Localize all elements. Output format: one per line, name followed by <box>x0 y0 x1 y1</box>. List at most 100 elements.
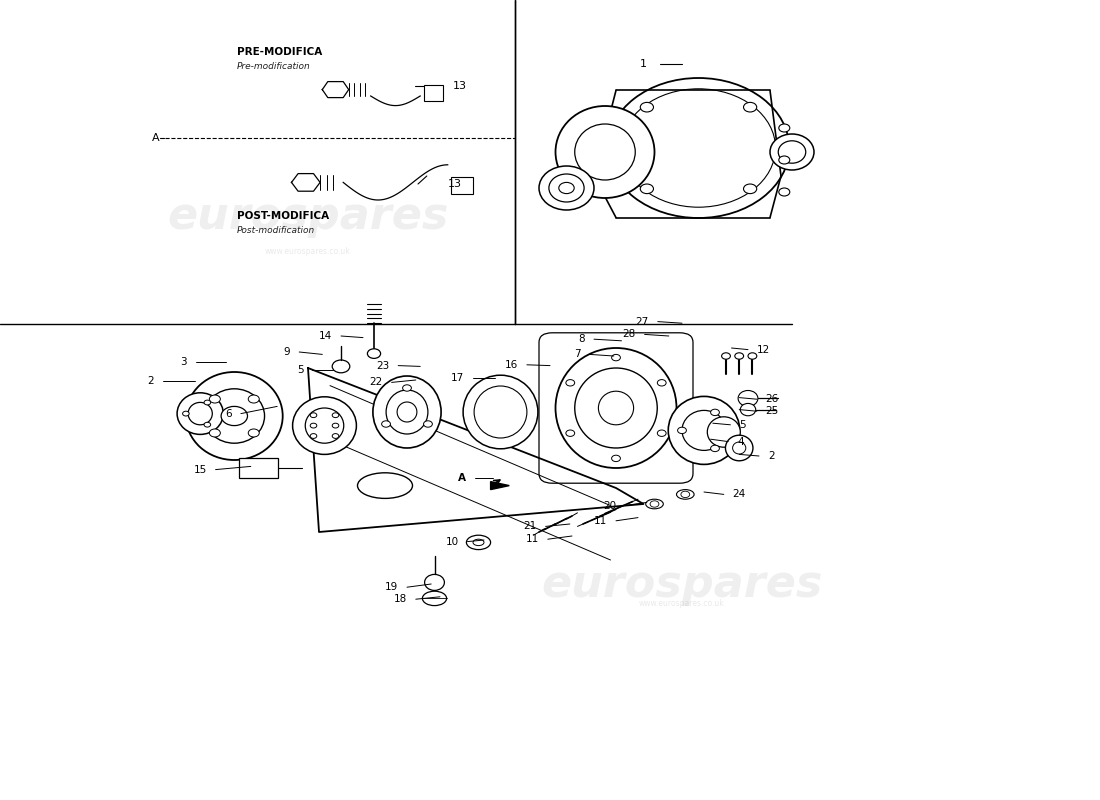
Text: Post-modification: Post-modification <box>236 226 315 235</box>
Circle shape <box>565 430 574 437</box>
Polygon shape <box>308 368 644 532</box>
Ellipse shape <box>474 386 527 438</box>
Ellipse shape <box>177 393 223 434</box>
Circle shape <box>658 430 667 437</box>
Ellipse shape <box>425 574 444 590</box>
Ellipse shape <box>646 499 663 509</box>
Text: A: A <box>152 133 160 142</box>
Circle shape <box>310 423 317 428</box>
Ellipse shape <box>598 391 634 425</box>
Circle shape <box>332 434 339 438</box>
Circle shape <box>332 360 350 373</box>
Text: 28: 28 <box>623 330 636 339</box>
Circle shape <box>204 422 211 427</box>
Ellipse shape <box>676 490 694 499</box>
Ellipse shape <box>473 539 484 546</box>
Ellipse shape <box>726 435 752 461</box>
Ellipse shape <box>669 396 739 464</box>
Text: A: A <box>459 473 466 482</box>
Text: 18: 18 <box>394 594 407 604</box>
Ellipse shape <box>621 89 775 207</box>
Circle shape <box>612 354 620 361</box>
Text: 2: 2 <box>768 451 774 461</box>
Circle shape <box>565 379 574 386</box>
Text: 14: 14 <box>319 331 332 341</box>
Circle shape <box>779 156 790 164</box>
Circle shape <box>559 182 574 194</box>
Text: 17: 17 <box>451 374 464 383</box>
Bar <box>424 85 443 101</box>
Text: 19: 19 <box>385 582 398 592</box>
Polygon shape <box>292 174 320 191</box>
Text: 27: 27 <box>636 317 649 326</box>
Circle shape <box>249 395 260 403</box>
Ellipse shape <box>422 591 447 606</box>
Ellipse shape <box>306 408 344 443</box>
Circle shape <box>779 188 790 196</box>
Circle shape <box>681 491 690 498</box>
Circle shape <box>424 421 432 427</box>
Circle shape <box>678 427 686 434</box>
Circle shape <box>640 102 653 112</box>
Circle shape <box>650 501 659 507</box>
Ellipse shape <box>204 389 264 443</box>
Text: 24: 24 <box>733 490 746 499</box>
Text: 13: 13 <box>448 179 462 189</box>
Text: eurospares: eurospares <box>167 194 449 238</box>
Circle shape <box>249 429 260 437</box>
Text: 7: 7 <box>574 350 581 359</box>
Ellipse shape <box>607 78 790 218</box>
Ellipse shape <box>779 141 805 163</box>
Text: POST-MODIFICA: POST-MODIFICA <box>236 211 329 221</box>
Text: PRE-MODIFICA: PRE-MODIFICA <box>236 47 321 57</box>
Text: 25: 25 <box>766 406 779 416</box>
Text: 1: 1 <box>640 59 647 69</box>
Text: 11: 11 <box>526 534 539 544</box>
Ellipse shape <box>186 372 283 460</box>
Ellipse shape <box>463 375 538 449</box>
Ellipse shape <box>188 402 212 425</box>
Circle shape <box>640 184 653 194</box>
Text: 20: 20 <box>603 501 616 510</box>
Circle shape <box>779 124 790 132</box>
Polygon shape <box>322 82 349 98</box>
Circle shape <box>612 455 620 462</box>
Text: 2: 2 <box>147 376 154 386</box>
Ellipse shape <box>738 390 758 406</box>
Circle shape <box>209 395 220 403</box>
Ellipse shape <box>733 442 746 454</box>
Circle shape <box>382 421 390 427</box>
Text: Pre-modification: Pre-modification <box>236 62 310 71</box>
Text: 12: 12 <box>757 345 770 354</box>
Text: www.eurospares.co.uk: www.eurospares.co.uk <box>639 599 725 609</box>
Circle shape <box>367 349 381 358</box>
Circle shape <box>204 400 211 405</box>
Circle shape <box>658 379 667 386</box>
Ellipse shape <box>397 402 417 422</box>
Circle shape <box>332 413 339 418</box>
Text: 5: 5 <box>739 420 746 430</box>
Bar <box>451 177 473 194</box>
Circle shape <box>711 409 719 415</box>
Ellipse shape <box>707 417 740 447</box>
Circle shape <box>722 353 730 359</box>
Text: 13: 13 <box>453 81 468 90</box>
Circle shape <box>744 102 757 112</box>
Ellipse shape <box>575 368 658 448</box>
Circle shape <box>748 353 757 359</box>
Ellipse shape <box>610 413 643 443</box>
Text: 6: 6 <box>226 409 232 418</box>
Ellipse shape <box>556 348 676 468</box>
Ellipse shape <box>358 473 412 498</box>
Ellipse shape <box>740 403 756 416</box>
Ellipse shape <box>598 401 656 455</box>
Text: www.eurospares.co.uk: www.eurospares.co.uk <box>265 247 351 257</box>
Text: 23: 23 <box>376 361 389 370</box>
Ellipse shape <box>386 390 428 434</box>
Text: 16: 16 <box>505 360 518 370</box>
Text: 26: 26 <box>766 394 779 404</box>
Text: 8: 8 <box>579 334 585 344</box>
Ellipse shape <box>556 106 654 198</box>
Ellipse shape <box>373 376 441 448</box>
Circle shape <box>332 423 339 428</box>
